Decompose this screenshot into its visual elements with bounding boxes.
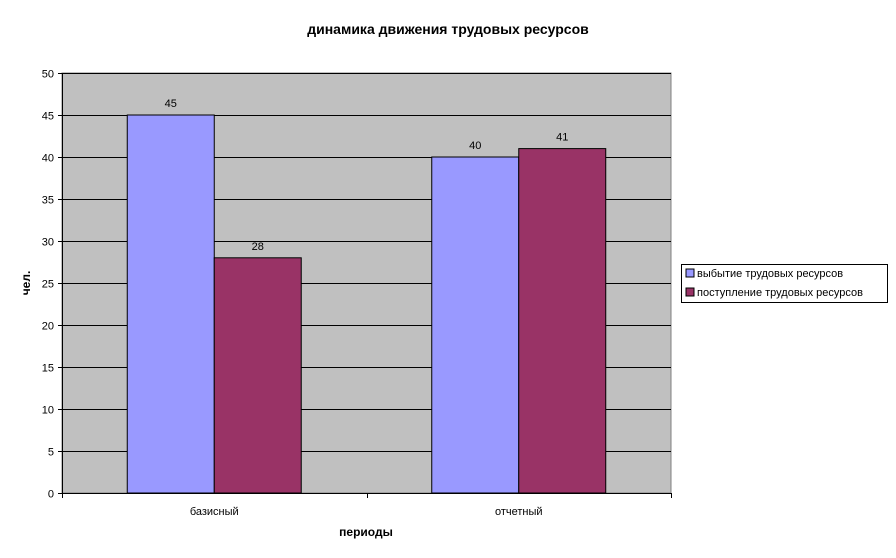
y-tick-label: 20 [42,321,54,333]
data-label: 45 [165,98,177,110]
y-tick-label: 10 [42,405,54,417]
chart-title: динамика движения трудовых ресурсов [307,21,589,37]
legend-box [681,264,888,303]
y-tick-label: 50 [42,69,54,81]
legend-swatch [685,268,695,278]
data-label: 28 [252,241,264,253]
bar-departure-2 [431,156,520,494]
x-tick-label: отчетный [495,506,543,518]
y-tick-label: 35 [42,195,54,207]
x-tick-label: базисный [190,506,239,518]
bar-departure-1 [126,114,215,494]
y-axis-title: чел. [19,271,33,296]
y-tick-label: 40 [42,153,54,165]
legend-swatch [685,287,695,297]
bar-arrival-2 [518,148,607,494]
legend-label: выбытие трудовых ресурсов [697,268,843,280]
y-tick-label: 15 [42,363,54,375]
data-label: 41 [556,132,568,144]
y-tick-label: 0 [48,489,54,501]
legend-label: поступление трудовых ресурсов [697,287,863,299]
y-tick-label: 25 [42,279,54,291]
y-tick-label: 5 [48,447,54,459]
x-axis-title: периоды [339,525,393,539]
y-tick-label: 30 [42,237,54,249]
bar-arrival-1 [213,257,302,494]
data-label: 40 [469,140,481,152]
legend: выбытие трудовых ресурсов поступление тру… [681,264,888,303]
y-tick-label: 45 [42,111,54,123]
